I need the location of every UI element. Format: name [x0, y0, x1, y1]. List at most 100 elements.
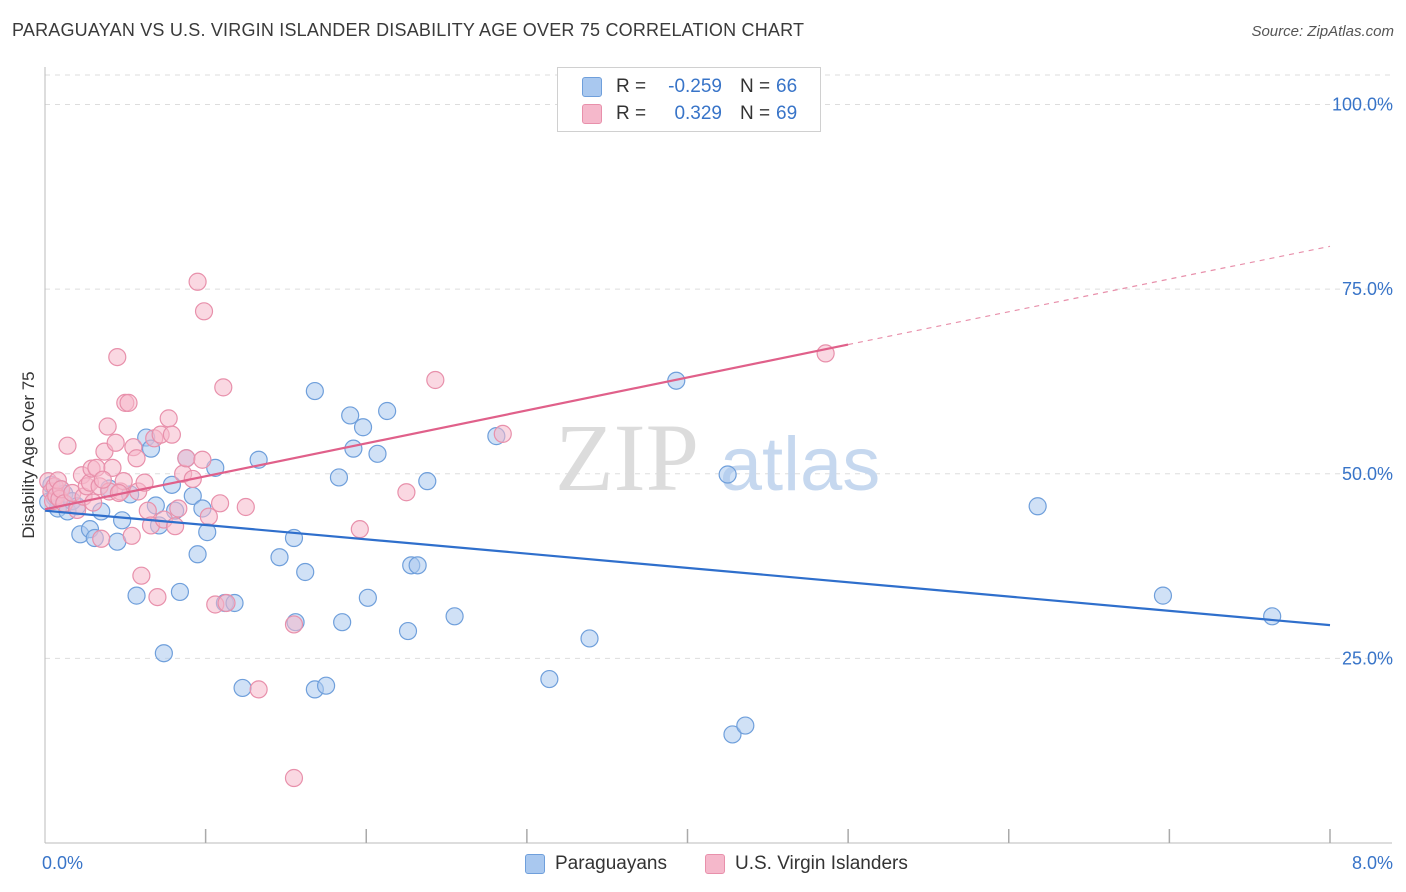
data-point-virgin-islanders: [162, 425, 181, 444]
legend-r-value: -0.259: [668, 76, 722, 97]
data-point-virgin-islanders: [350, 520, 369, 539]
data-point-virgin-islanders: [58, 436, 77, 455]
data-point-paraguayans: [316, 676, 336, 695]
y-tick-label: 50.0%: [1342, 464, 1393, 484]
data-point-virgin-islanders: [236, 497, 255, 517]
data-point-paraguayans: [540, 669, 559, 689]
bottom-legend-swatch-pink: [705, 854, 725, 874]
y-tick-label: 75.0%: [1342, 279, 1393, 299]
y-axis-label: Disability Age Over 75: [19, 371, 38, 538]
data-point-paraguayans: [329, 468, 349, 487]
data-point-virgin-islanders: [92, 529, 111, 548]
legend-row-virgin-islanders: R = 0.329 N = 69: [558, 101, 797, 127]
data-point-paraguayans: [408, 556, 427, 575]
data-point-paraguayans: [270, 548, 289, 567]
watermark-atlas: atlas: [720, 422, 881, 507]
data-point-paraguayans: [1153, 586, 1173, 605]
chart-title: PARAGUAYAN VS U.S. VIRGIN ISLANDER DISAB…: [12, 20, 805, 40]
data-point-virgin-islanders: [284, 615, 304, 634]
data-point-paraguayans: [112, 511, 132, 530]
data-point-paraguayans: [170, 582, 190, 602]
data-point-paraguayans: [127, 586, 146, 605]
data-point-paraguayans: [418, 472, 437, 491]
data-point-virgin-islanders: [177, 449, 196, 468]
data-point-paraguayans: [378, 401, 397, 421]
data-point-paraguayans: [358, 588, 377, 607]
data-point-virgin-islanders: [103, 458, 122, 477]
data-point-virgin-islanders: [127, 449, 146, 468]
data-point-virgin-islanders: [138, 501, 157, 520]
data-point-virgin-islanders: [210, 494, 230, 513]
data-point-paraguayans: [333, 613, 352, 632]
x-tick-label: 8.0%: [1352, 853, 1393, 873]
data-point-virgin-islanders: [108, 347, 127, 367]
watermark-zip: ZIP: [555, 404, 699, 511]
data-point-virgin-islanders: [119, 393, 138, 412]
y-tick-label: 100.0%: [1332, 95, 1393, 115]
data-point-virgin-islanders: [284, 768, 304, 788]
watermark: ZIP atlas: [555, 404, 880, 511]
data-point-virgin-islanders: [106, 433, 125, 452]
data-point-virgin-islanders: [122, 526, 141, 545]
data-point-virgin-islanders: [159, 409, 178, 428]
data-point-virgin-islanders: [84, 493, 103, 512]
data-point-virgin-islanders: [193, 450, 212, 469]
x-tick-label: 0.0%: [42, 853, 83, 873]
data-point-paraguayans: [233, 678, 252, 698]
trend-line-paraguayans: [44, 509, 1331, 627]
data-point-paraguayans: [718, 465, 737, 484]
data-point-paraguayans: [341, 406, 360, 425]
data-point-paraguayans: [580, 629, 599, 648]
data-point-virgin-islanders: [93, 470, 112, 489]
source-label: Source: ZipAtlas.com: [1251, 23, 1394, 40]
legend-r-label: R =: [616, 76, 647, 97]
data-point-virgin-islanders: [132, 566, 151, 585]
data-point-paraguayans: [1263, 607, 1282, 626]
data-point-virgin-islanders: [148, 587, 167, 607]
data-point-virgin-islanders: [249, 680, 268, 699]
legend-n-label: N =: [740, 76, 771, 97]
data-point-paraguayans: [353, 418, 373, 437]
data-point-virgin-islanders: [214, 378, 233, 397]
legend-swatch-pink: [582, 104, 602, 124]
bottom-legend-label: Paraguayans: [555, 853, 667, 874]
stats-legend: R = -0.259 N = 66 R = 0.329 N = 69: [557, 67, 821, 132]
data-point-virgin-islanders: [166, 517, 185, 536]
data-point-paraguayans: [305, 381, 324, 401]
bottom-legend-label: U.S. Virgin Islanders: [735, 853, 908, 874]
data-point-virgin-islanders: [169, 499, 188, 518]
legend-n-value: 69: [776, 103, 798, 124]
axes: 25.0% 50.0% 75.0% 100.0% 0.0% 8.0%: [42, 67, 1393, 873]
legend-n-value: 66: [776, 76, 798, 97]
data-point-paraguayans: [206, 458, 225, 477]
data-point-paraguayans: [723, 725, 742, 744]
data-point-paraguayans: [445, 607, 464, 626]
legend-r-value: 0.329: [674, 103, 722, 124]
trend-line-virgin-islanders-extension: [848, 245, 1331, 346]
data-point-paraguayans: [398, 621, 418, 641]
trend-line-virgin-islanders: [44, 343, 849, 511]
data-point-virgin-islanders: [194, 302, 214, 321]
y-tick-label: 25.0%: [1342, 648, 1393, 668]
data-point-paraguayans: [1028, 497, 1047, 516]
data-point-paraguayans: [154, 644, 173, 663]
legend-r-label: R =: [616, 103, 647, 124]
data-point-paraguayans: [368, 444, 387, 463]
data-point-paraguayans: [188, 545, 207, 564]
data-point-paraguayans: [736, 716, 755, 735]
legend-swatch-blue: [582, 77, 602, 97]
data-point-virgin-islanders: [426, 370, 445, 390]
data-point-paraguayans: [296, 562, 315, 582]
data-point-virgin-islanders: [397, 483, 416, 502]
bottom-legend-swatch-blue: [525, 854, 545, 874]
data-point-paraguayans: [344, 439, 363, 458]
trend-lines: [44, 245, 1331, 627]
data-point-virgin-islanders: [493, 424, 512, 443]
bottom-legend-virgin-islanders: U.S. Virgin Islanders: [705, 851, 908, 877]
points-virgin-islanders-layer: [39, 272, 835, 788]
data-point-virgin-islanders: [188, 272, 207, 291]
data-point-virgin-islanders: [98, 417, 117, 436]
legend-row-paraguayans: R = -0.259 N = 66: [558, 74, 797, 100]
data-point-virgin-islanders: [217, 593, 236, 613]
